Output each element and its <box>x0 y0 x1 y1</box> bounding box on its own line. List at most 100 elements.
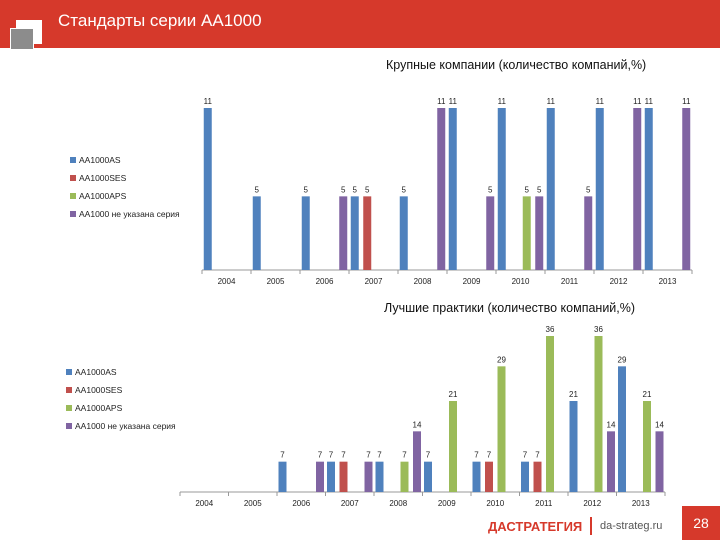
bar <box>682 108 691 270</box>
legend-label: АА1000AS <box>75 367 117 377</box>
footer-logo: ДАСТРАТЕГИЯ <box>488 519 583 534</box>
data-label: 21 <box>643 390 652 399</box>
data-label: 7 <box>474 451 479 460</box>
bar <box>533 461 542 492</box>
data-label: 7 <box>523 451 528 460</box>
bar <box>252 196 261 270</box>
data-label: 21 <box>569 390 578 399</box>
bar <box>424 461 432 492</box>
legend-label: АА1000SES <box>79 173 127 183</box>
data-label: 5 <box>304 185 309 194</box>
x-tick-label: 2012 <box>583 499 601 508</box>
bar <box>375 461 384 492</box>
x-tick-label: 2010 <box>512 277 530 286</box>
data-label: 11 <box>437 97 446 106</box>
bar <box>437 108 446 270</box>
bar <box>644 108 653 270</box>
bar <box>316 461 324 492</box>
data-label: 11 <box>682 97 691 106</box>
x-tick-label: 2012 <box>610 277 628 286</box>
x-tick-label: 2011 <box>561 277 579 286</box>
x-tick-label: 2006 <box>292 499 310 508</box>
data-label: 29 <box>497 355 506 364</box>
x-tick-label: 2005 <box>267 277 285 286</box>
legend-swatch <box>66 423 72 429</box>
bar <box>546 108 555 270</box>
bar <box>448 108 457 270</box>
legend-swatch <box>70 211 76 217</box>
data-label: 11 <box>449 97 458 106</box>
data-label: 7 <box>366 451 371 460</box>
bar <box>339 461 348 492</box>
bar <box>633 108 642 270</box>
x-tick-label: 2007 <box>341 499 359 508</box>
data-label: 5 <box>341 185 346 194</box>
legend-label: АА1000APS <box>75 403 123 413</box>
bar <box>364 461 373 492</box>
legend-label: АА1000 не указана серия <box>75 421 176 431</box>
data-label: 5 <box>402 185 407 194</box>
data-label: 5 <box>586 185 591 194</box>
page-title: Стандарты серии АА1000 <box>58 11 262 30</box>
data-label: 14 <box>607 420 616 429</box>
bar <box>497 108 506 270</box>
x-tick-label: 2006 <box>316 277 334 286</box>
bar <box>486 196 495 270</box>
bar <box>594 336 603 492</box>
x-tick-label: 2008 <box>414 277 432 286</box>
bar <box>497 366 506 492</box>
bar <box>584 196 593 270</box>
bar <box>413 431 421 492</box>
data-label: 14 <box>413 420 422 429</box>
bar <box>643 401 651 492</box>
bar <box>363 196 372 270</box>
x-tick-label: 2011 <box>535 499 553 508</box>
data-label: 7 <box>329 451 334 460</box>
bar <box>278 461 287 492</box>
data-label: 5 <box>488 185 493 194</box>
x-tick-label: 2010 <box>486 499 504 508</box>
footer-separator <box>590 517 592 535</box>
legend-swatch <box>70 193 76 199</box>
bar <box>339 196 348 270</box>
x-tick-label: 2009 <box>463 277 481 286</box>
legend-label: АА1000SES <box>75 385 123 395</box>
logo-square-grey-icon <box>10 28 34 50</box>
x-tick-label: 2013 <box>659 277 677 286</box>
legend-label: АА1000 не указана серия <box>79 209 180 219</box>
chart2-title: Лучшие практики (количество компаний,%) <box>384 301 636 315</box>
bar <box>203 108 212 270</box>
data-label: 11 <box>633 97 642 106</box>
data-label: 36 <box>546 325 555 334</box>
data-label: 11 <box>498 97 507 106</box>
data-label: 5 <box>255 185 260 194</box>
data-label: 11 <box>547 97 556 106</box>
bar <box>522 196 531 270</box>
page-number: 28 <box>682 506 720 540</box>
data-label: 5 <box>365 185 370 194</box>
legend-swatch <box>66 405 72 411</box>
x-tick-label: 2009 <box>438 499 456 508</box>
legend-label: АА1000APS <box>79 191 127 201</box>
x-tick-label: 2004 <box>195 499 213 508</box>
data-label: 11 <box>204 97 213 106</box>
data-label: 7 <box>318 451 323 460</box>
bar <box>521 461 529 492</box>
x-tick-label: 2008 <box>389 499 407 508</box>
bar <box>399 196 408 270</box>
bar <box>655 431 664 492</box>
data-label: 29 <box>618 355 627 364</box>
bar <box>350 196 359 270</box>
bar <box>400 461 409 492</box>
legend-swatch <box>70 175 76 181</box>
data-label: 7 <box>535 451 540 460</box>
data-label: 11 <box>645 97 654 106</box>
data-label: 5 <box>525 185 530 194</box>
x-tick-label: 2005 <box>244 499 262 508</box>
data-label: 11 <box>596 97 605 106</box>
bar <box>607 431 615 492</box>
bar <box>535 196 544 270</box>
header-bar: Стандарты серии АА1000 <box>0 0 720 50</box>
